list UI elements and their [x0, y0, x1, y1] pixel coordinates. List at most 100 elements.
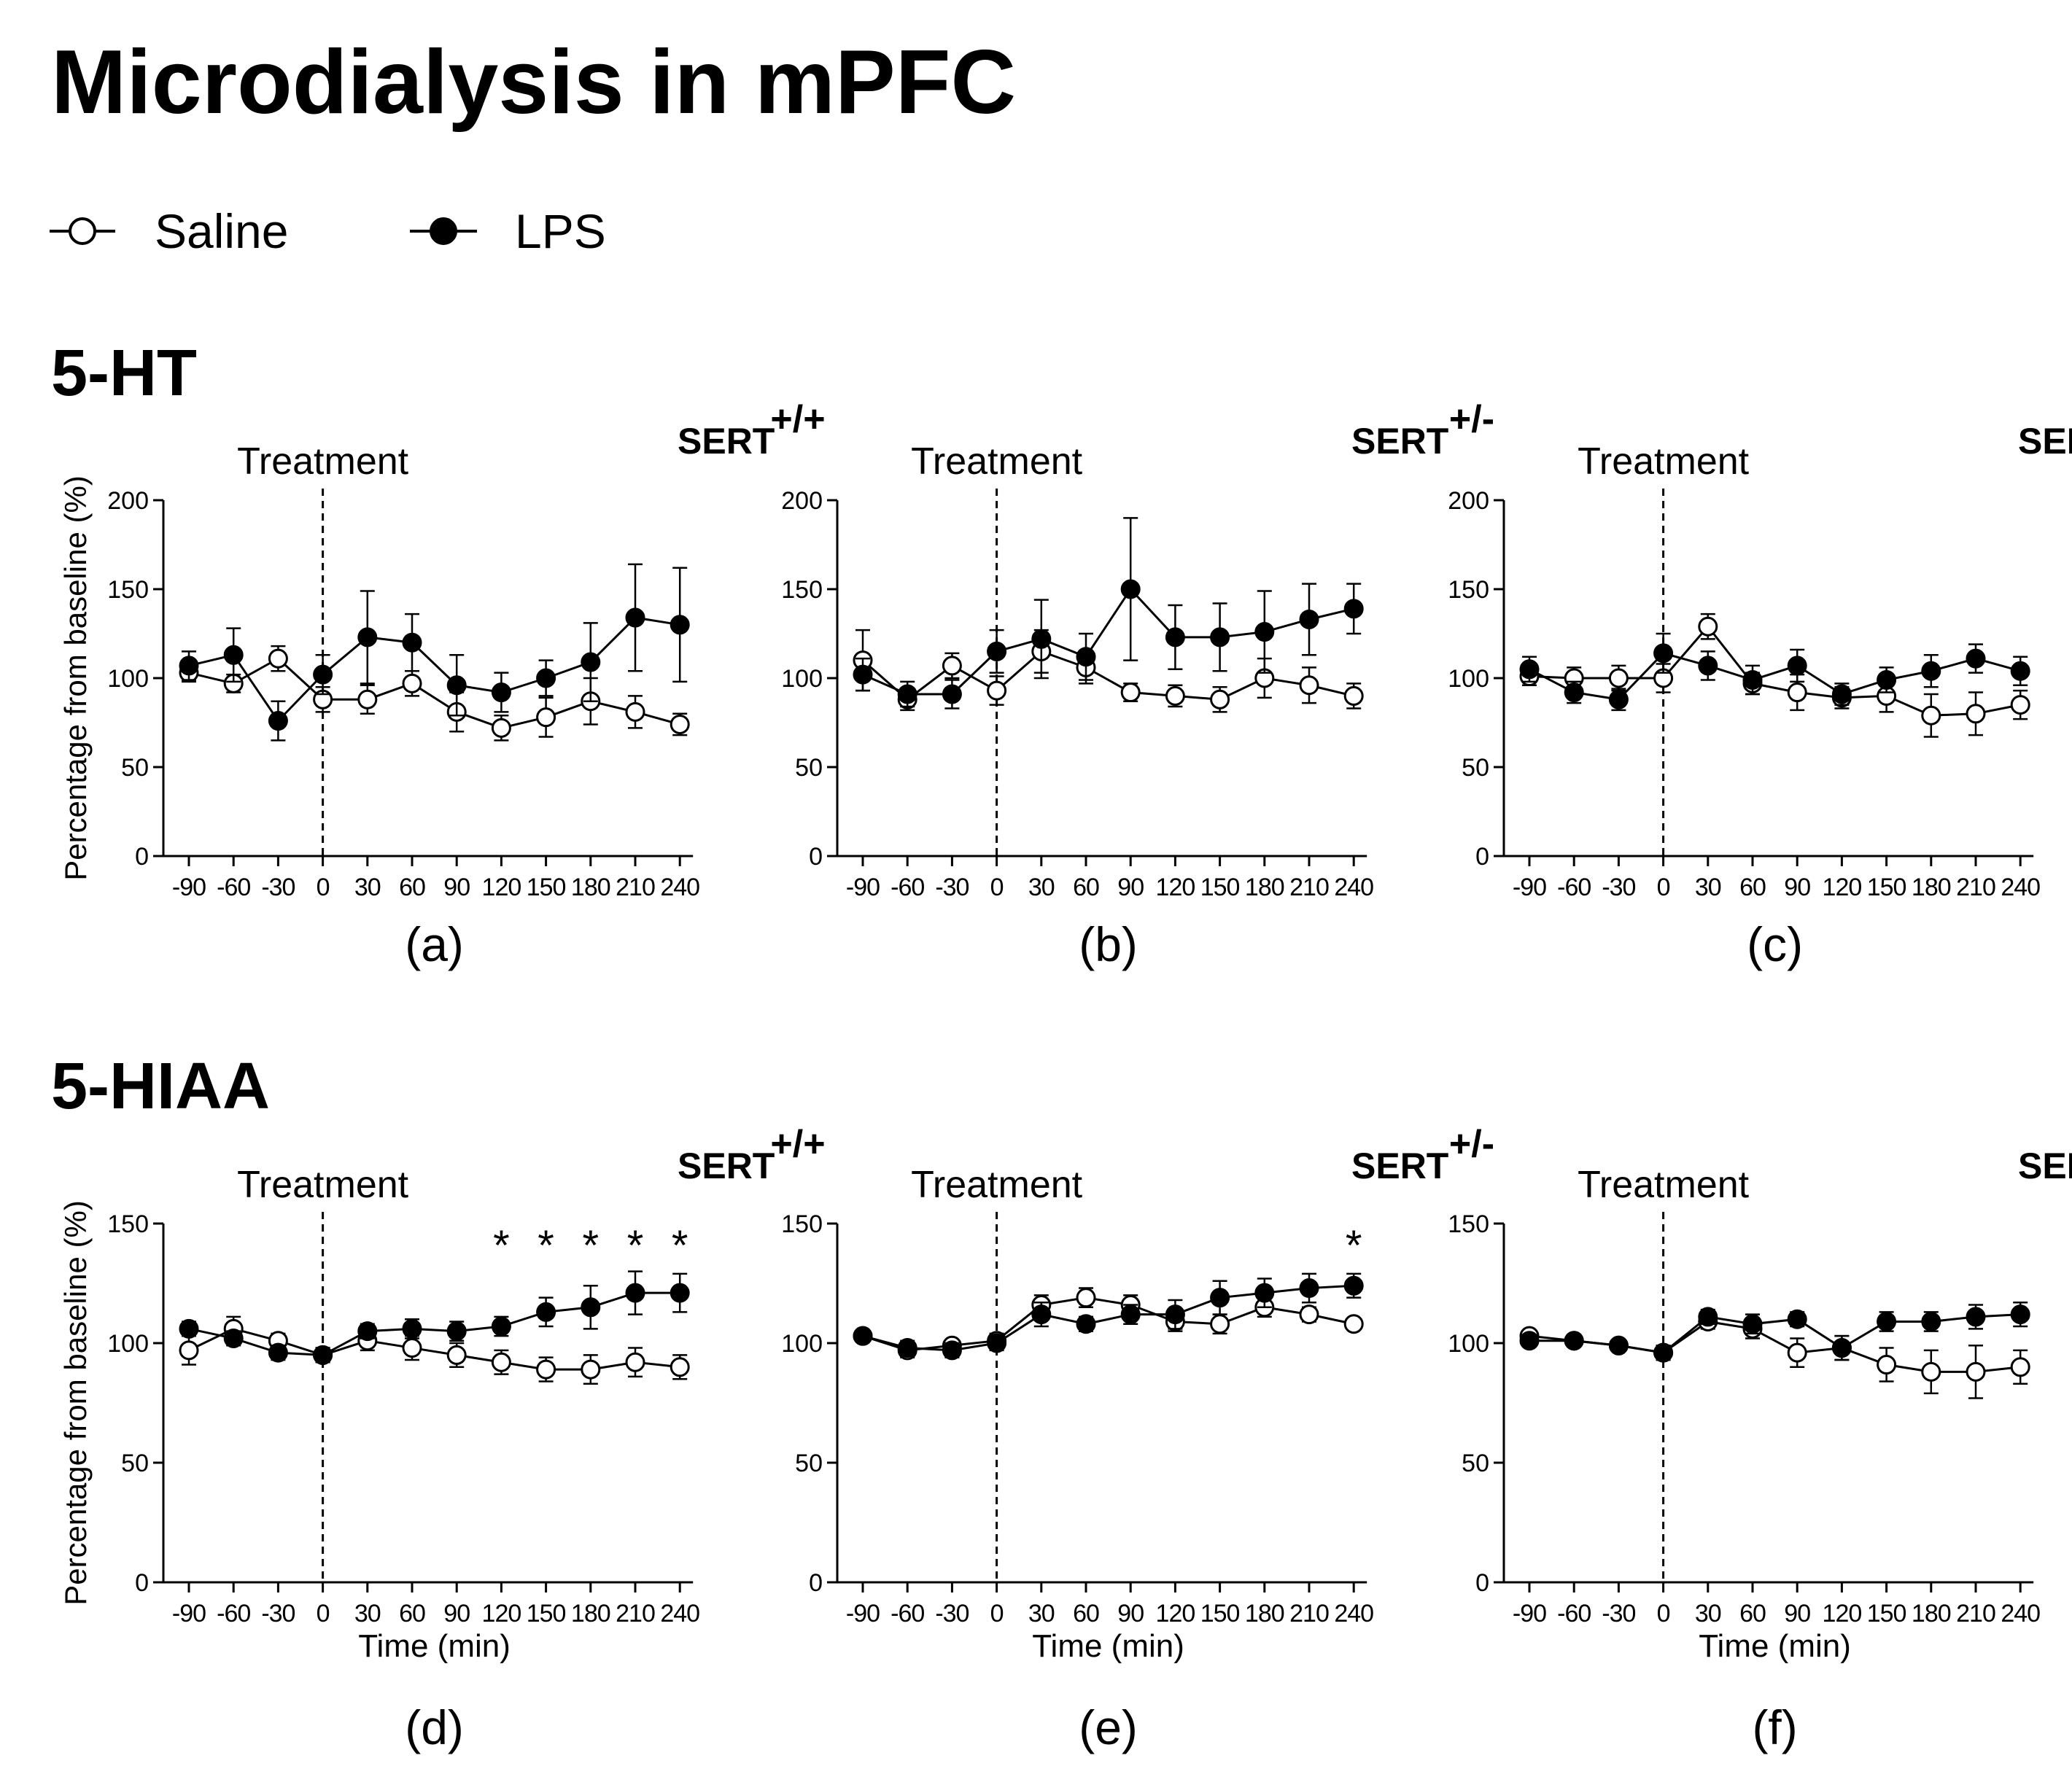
significance-marker: * [493, 1222, 510, 1269]
data-point-saline [179, 1340, 199, 1361]
data-point-lps [670, 1283, 690, 1303]
x-axis-title: Time (min) [358, 1628, 511, 1664]
y-tick-label: 100 [107, 1330, 149, 1358]
y-tick-label: 100 [781, 1330, 823, 1358]
panel-label: (b) [1079, 917, 1138, 971]
data-point-lps [1608, 689, 1629, 709]
panel-label: (c) [1747, 917, 1803, 971]
y-tick-label: 0 [809, 1569, 823, 1597]
data-point-saline [1921, 1361, 1941, 1382]
treatment-label: Treatment [911, 1164, 1083, 1206]
data-point-lps [1787, 1309, 1807, 1329]
y-tick-label: 50 [795, 754, 823, 782]
y-tick-label: 100 [781, 665, 823, 693]
panel-label: (e) [1079, 1700, 1138, 1754]
genotype-superscript: +/- [1449, 398, 1494, 440]
x-tick-label: -90 [172, 1600, 206, 1628]
section-title-5hiaa: 5-HIAA [51, 1050, 270, 1123]
significance-marker: * [1346, 1222, 1362, 1269]
data-point-lps [357, 1321, 378, 1342]
data-point-lps [402, 632, 422, 653]
data-point-lps [1742, 669, 1763, 690]
series-line-lps [188, 1291, 680, 1356]
x-axis-title: Time (min) [1699, 1628, 1851, 1664]
data-point-lps [446, 1321, 467, 1342]
data-point-saline [1165, 685, 1185, 706]
data-point-lps [1698, 1307, 1718, 1327]
series-lps [853, 1272, 1364, 1361]
panel-label: (f) [1752, 1700, 1797, 1754]
data-point-lps [491, 1316, 511, 1337]
series-line-lps [862, 1284, 1354, 1352]
data-point-lps [223, 645, 244, 665]
data-point-lps [1519, 659, 1540, 680]
x-tick-label: 0 [1657, 874, 1670, 901]
x-tick-label: 0 [990, 874, 1004, 901]
series-line-lps [1529, 652, 2021, 701]
x-tick-label: 90 [1117, 874, 1144, 901]
x-tick-label: 150 [1200, 874, 1240, 901]
series-line-saline [188, 657, 680, 729]
data-point-lps [987, 641, 1007, 661]
data-point-lps [2010, 661, 2030, 681]
series-saline [179, 645, 690, 742]
data-point-saline [491, 718, 511, 738]
x-tick-label: -30 [935, 874, 969, 901]
data-point-saline [1608, 668, 1629, 688]
x-tick-label: 150 [1200, 1600, 1240, 1628]
panel-label: (a) [405, 917, 464, 971]
data-point-lps [1519, 1331, 1540, 1351]
data-point-lps [853, 664, 873, 685]
data-point-lps [402, 1318, 422, 1339]
y-tick-label: 100 [107, 665, 149, 693]
x-tick-label: 60 [1739, 874, 1766, 901]
data-point-lps [1831, 684, 1852, 704]
y-tick-label: 50 [1462, 1450, 1489, 1477]
x-tick-label: 90 [443, 1600, 470, 1628]
data-point-lps [1120, 579, 1141, 599]
data-point-lps [313, 1345, 333, 1365]
x-tick-label: 150 [1867, 874, 1906, 901]
x-tick-label: 30 [1028, 1600, 1055, 1628]
data-point-saline [1966, 704, 1986, 724]
genotype-superscript: +/+ [770, 1123, 825, 1165]
x-tick-label: -30 [261, 1600, 295, 1628]
treatment-label: Treatment [237, 1164, 409, 1206]
y-tick-label: 200 [781, 487, 823, 515]
x-tick-label: 30 [1695, 874, 1721, 901]
x-tick-label: 0 [317, 874, 330, 901]
x-tick-label: 150 [1867, 1600, 1906, 1628]
data-point-lps [1608, 1335, 1629, 1356]
significance-marker: * [538, 1222, 554, 1269]
data-point-saline [1299, 1304, 1319, 1325]
data-point-saline [625, 1352, 645, 1372]
x-tick-label: -60 [1557, 1600, 1591, 1628]
x-tick-label: 240 [2001, 874, 2040, 901]
x-tick-label: 210 [616, 1600, 655, 1628]
genotype-label: SERT [1351, 421, 1448, 462]
x-tick-label: 120 [1823, 874, 1862, 901]
data-point-lps [1031, 629, 1052, 649]
x-tick-label: -30 [261, 874, 295, 901]
x-tick-label: -90 [846, 1600, 880, 1628]
x-tick-label: 150 [527, 1600, 566, 1628]
data-point-lps [942, 684, 962, 704]
x-tick-label: 30 [1695, 1600, 1721, 1628]
data-point-saline [1210, 689, 1230, 709]
data-point-saline [942, 656, 962, 676]
data-point-lps [1254, 622, 1275, 642]
x-tick-label: -30 [935, 1600, 969, 1628]
y-tick-label: 150 [781, 576, 823, 604]
data-point-saline [1343, 1314, 1364, 1334]
data-point-lps [1076, 1314, 1096, 1334]
data-point-lps [179, 656, 199, 676]
x-tick-label: 90 [443, 874, 470, 901]
data-point-saline [1076, 1288, 1096, 1308]
x-tick-label: 180 [1245, 1600, 1284, 1628]
x-tick-label: 120 [1156, 1600, 1195, 1628]
x-tick-label: 210 [1956, 874, 1995, 901]
y-tick-label: 50 [1462, 754, 1489, 782]
